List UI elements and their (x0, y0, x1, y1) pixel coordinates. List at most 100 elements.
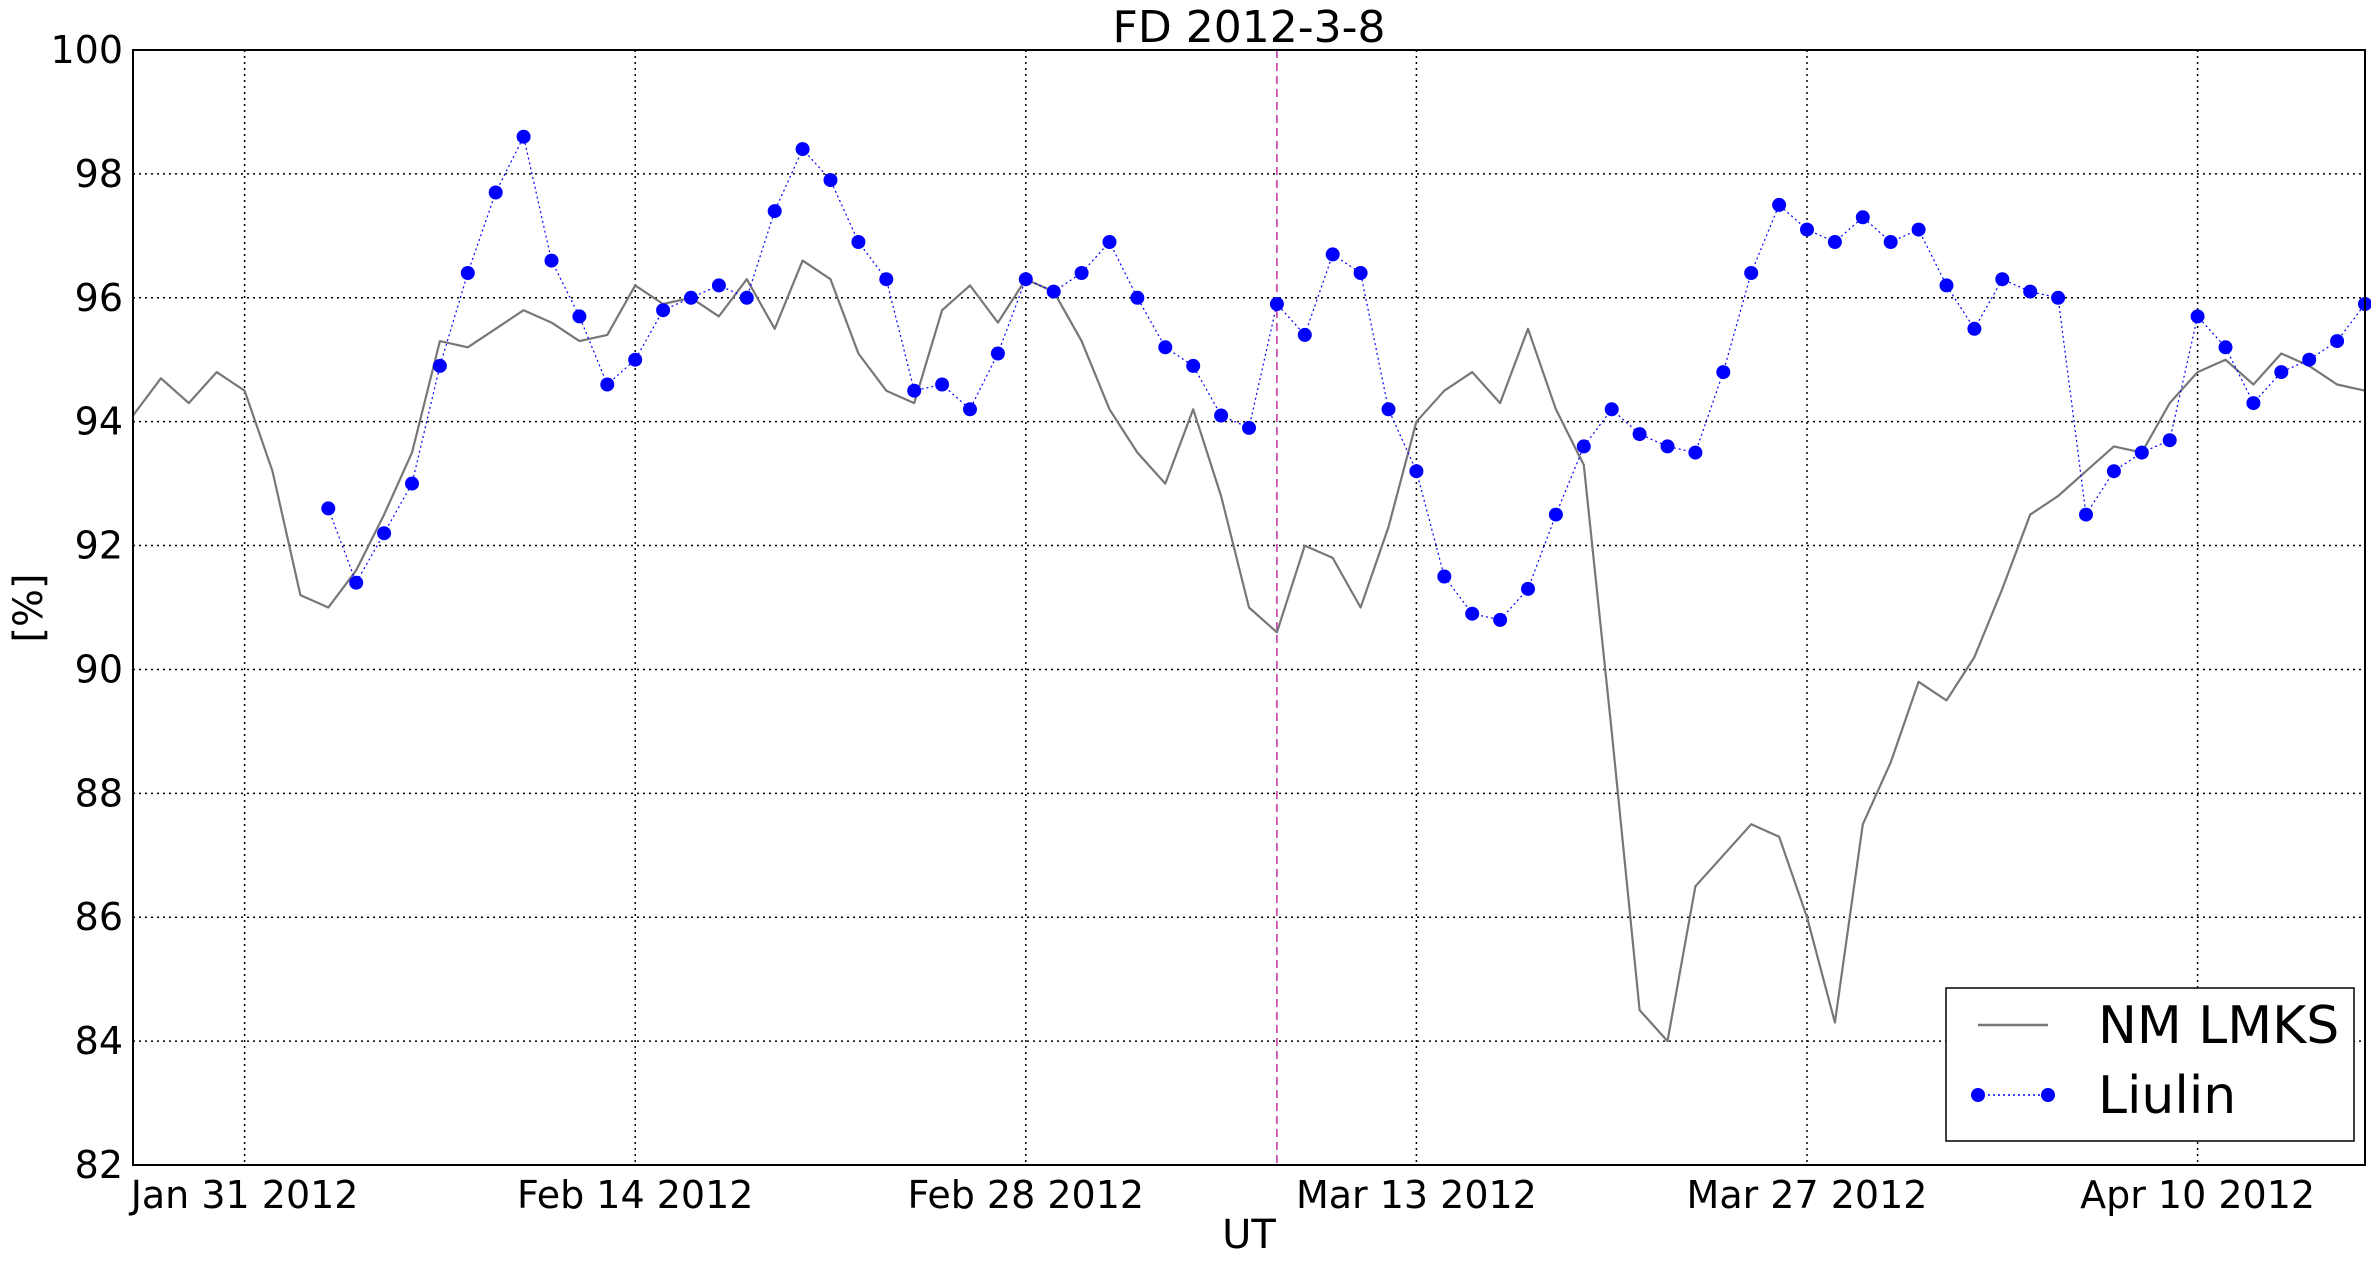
liulin-point (1576, 439, 1591, 454)
y-tick-label: 88 (75, 771, 123, 815)
y-axis-label: [%] (6, 573, 52, 642)
y-tick-label: 92 (75, 524, 123, 568)
liulin-point (879, 272, 894, 287)
y-tick-label: 90 (75, 647, 123, 691)
liulin-point (907, 383, 922, 398)
liulin-point (377, 526, 392, 541)
liulin-point (1716, 365, 1731, 380)
liulin-point (1465, 606, 1480, 621)
liulin-point (1967, 321, 1982, 336)
x-tick-label: Jan 31 2012 (129, 1173, 359, 1217)
y-tick-label: 86 (75, 895, 123, 939)
liulin-point (963, 402, 977, 417)
liulin-point (1242, 420, 1256, 435)
liulin-point (544, 253, 559, 268)
liulin-point (935, 377, 950, 392)
y-axis: 82 84 86 88 90 92 94 96 98 100 (50, 28, 123, 1187)
liulin-point (739, 290, 754, 305)
liulin-point (1827, 235, 1842, 249)
legend-label-liulin: Liulin (2098, 1066, 2236, 1126)
liulin-point (1158, 340, 1173, 355)
liulin-point (2162, 433, 2177, 448)
y-tick-label: 82 (75, 1143, 123, 1187)
liulin-point (405, 476, 419, 491)
liulin-point (2023, 284, 2038, 299)
liulin-point (1381, 402, 1396, 417)
liulin-point (684, 290, 698, 305)
liulin-point (1186, 358, 1201, 373)
liulin-point (1521, 581, 1535, 596)
liulin-point (2246, 396, 2261, 411)
liulin-point (600, 377, 615, 392)
liulin-point (2302, 352, 2317, 367)
liulin-point (2190, 309, 2205, 324)
liulin-point (1297, 327, 1312, 342)
liulin-point (1437, 569, 1452, 584)
liulin-point (767, 204, 782, 219)
liulin-point (516, 129, 531, 144)
liulin-point (1018, 272, 1033, 287)
liulin-point (2218, 340, 2233, 355)
series-line-liulin (327, 134, 2366, 621)
liulin-point (1046, 284, 1061, 299)
liulin-point (1130, 290, 1145, 305)
liulin-point (1688, 445, 1703, 460)
liulin-point (488, 185, 503, 200)
liulin-point (1939, 278, 1954, 293)
liulin-point (1102, 235, 1117, 249)
liulin-point (1548, 507, 1563, 522)
y-tick-label: 98 (75, 152, 123, 196)
liulin-point (1269, 297, 1284, 311)
liulin-point (990, 346, 1005, 361)
liulin-point (1772, 197, 1787, 212)
liulin-point (1325, 247, 1340, 262)
chart-title: FD 2012-3-8 (1113, 2, 1386, 53)
liulin-point (1074, 266, 1089, 280)
liulin-point (460, 266, 475, 280)
liulin-point (2106, 464, 2121, 479)
plot-frame (132, 49, 2366, 1166)
legend-box (1945, 987, 2355, 1142)
liulin-point (711, 278, 726, 293)
y-tick-label: 84 (75, 1019, 123, 1063)
liulin-point (823, 173, 838, 188)
liulin-point (432, 358, 447, 373)
x-tick-label: Feb 28 2012 (908, 1173, 1145, 1217)
x-tick-label: Apr 10 2012 (2080, 1173, 2315, 1217)
liulin-point (2330, 334, 2345, 349)
liulin-point (1604, 402, 1619, 417)
series-area (132, 50, 2371, 1165)
liulin-point (1911, 222, 1926, 237)
liulin-point (1214, 408, 1229, 423)
legend-label-nm-lmks: NM LMKS (2098, 996, 2339, 1056)
liulin-point (1855, 210, 1870, 225)
liulin-point (851, 235, 866, 249)
legend-marker-liulin-start (1971, 1088, 1985, 1102)
x-tick-label: Feb 14 2012 (517, 1173, 754, 1217)
y-tick-label: 96 (75, 276, 123, 320)
liulin-point (628, 352, 643, 367)
x-tick-label: Mar 27 2012 (1687, 1173, 1928, 1217)
liulin-point (1353, 266, 1368, 280)
liulin-point (1493, 612, 1508, 627)
legend-marker-liulin-end (2041, 1088, 2055, 1102)
liulin-point (572, 309, 587, 324)
liulin-point (2274, 365, 2289, 380)
liulin-point (1995, 272, 2010, 287)
liulin-point (1632, 427, 1647, 442)
x-axis-label: UT (1222, 1212, 1276, 1258)
y-tick-label: 94 (75, 400, 123, 444)
liulin-point (1660, 439, 1675, 454)
liulin-point (2051, 290, 2066, 305)
liulin-point (1800, 222, 1814, 237)
y-tick-label: 100 (50, 28, 123, 72)
liulin-point (1883, 235, 1898, 249)
legend: NM LMKS Liulin (1945, 987, 2355, 1142)
x-axis: Jan 31 2012 Feb 14 2012 Feb 28 2012 Mar 13 … (129, 1173, 2315, 1217)
liulin-point (2134, 445, 2149, 460)
liulin-point (656, 303, 671, 318)
liulin-point (349, 575, 364, 590)
liulin-point (1744, 266, 1759, 280)
